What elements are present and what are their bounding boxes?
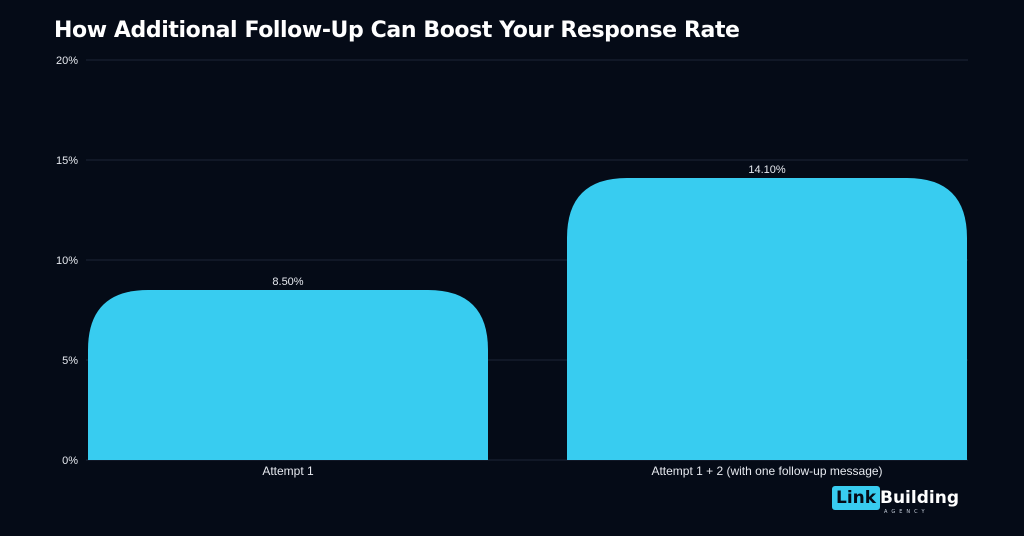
bar (567, 178, 967, 460)
y-tick-label: 20% (56, 55, 78, 67)
labels: 0% 5% 10% 15% 20% 8.50% Attempt 1 14.10% Attempt… (56, 55, 883, 478)
y-tick-label: 5% (62, 355, 78, 367)
y-tick-label: 10% (56, 255, 78, 267)
logo-word: Building (880, 488, 959, 508)
brand-logo: Link Building AGENCY (832, 486, 972, 526)
x-tick-label: Attempt 1 + 2 (with one follow-up messag… (651, 464, 882, 478)
bar-value-label: 14.10% (748, 164, 786, 176)
logo-highlight: Link (832, 486, 881, 510)
bars (88, 178, 967, 460)
logo-subtitle: AGENCY (884, 509, 929, 515)
bar-value-label: 8.50% (272, 276, 303, 288)
x-tick-label: Attempt 1 (262, 464, 314, 478)
chart-title: How Additional Follow-Up Can Boost Your … (54, 18, 740, 43)
bar (88, 290, 488, 460)
y-tick-label: 0% (62, 455, 78, 467)
y-tick-label: 15% (56, 155, 78, 167)
